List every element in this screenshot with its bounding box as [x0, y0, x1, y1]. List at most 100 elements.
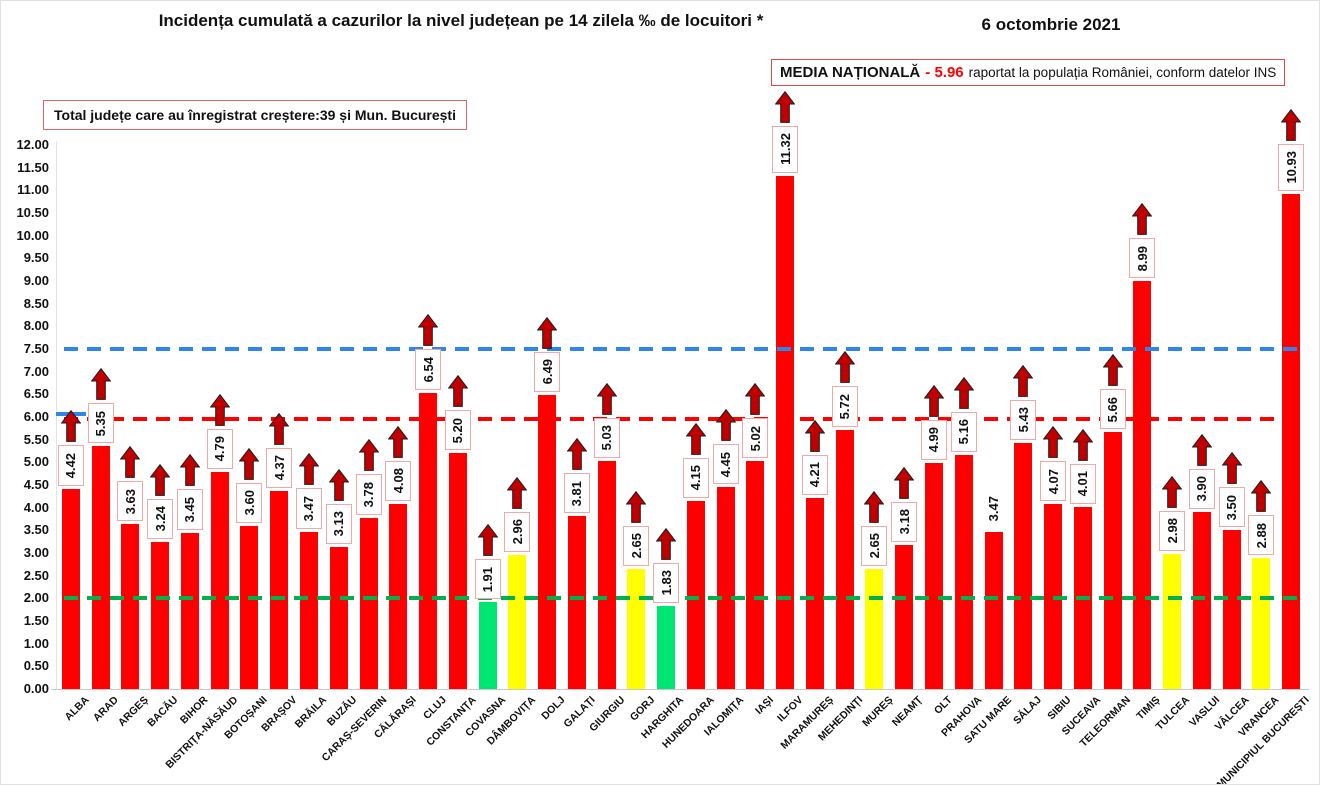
value-label: 5.72: [831, 386, 858, 427]
bar-gorj: [627, 568, 646, 689]
value-label: 4.45: [712, 444, 739, 485]
value-label: 5.35: [87, 403, 114, 444]
bar-vâlcea: [1222, 530, 1241, 689]
increase-arrow-icon: [804, 419, 826, 452]
bar-caraș-severin: [359, 517, 378, 689]
value-label: 8.99: [1129, 238, 1156, 279]
value-label: 2.88: [1248, 515, 1275, 556]
y-axis-tick-label: 11.00: [17, 182, 49, 198]
increase-arrow-icon: [1072, 428, 1094, 461]
increase-arrow-icon: [923, 384, 945, 417]
value-label: 5.02: [742, 418, 769, 459]
bar-argeș: [121, 524, 140, 689]
value-label-text: 3.45: [182, 496, 198, 523]
increase-arrow-icon: [1191, 433, 1213, 466]
value-label: 3.24: [147, 498, 174, 540]
value-label-text: 4.08: [390, 468, 406, 494]
bar-botoșani: [240, 525, 259, 689]
increase-arrow-icon: [744, 383, 766, 416]
y-axis-tick-label: 2.50: [23, 567, 49, 583]
y-axis-tick-label: 8.00: [23, 318, 49, 334]
value-label: 3.78: [355, 474, 382, 515]
value-label-text: 4.42: [63, 452, 79, 479]
bar-constanța: [448, 453, 467, 689]
value-label: 6.49: [534, 351, 561, 392]
value-label-text: 4.15: [688, 465, 704, 491]
bar-brăila: [299, 531, 318, 689]
bar-buzău: [329, 547, 348, 689]
bar-prahova: [954, 455, 973, 689]
value-label: 5.16: [950, 411, 977, 453]
increase-arrow-icon: [1102, 354, 1123, 387]
value-label-text: 3.78: [361, 481, 376, 508]
value-label-text: 1.91: [480, 566, 496, 592]
value-label: 5.20: [444, 410, 471, 451]
increase-arrow-icon: [506, 476, 528, 509]
value-label-text: 5.66: [1105, 396, 1121, 422]
value-label-text: 11.32: [777, 133, 793, 166]
bar-satu-mare: [984, 531, 1003, 689]
value-label: 3.47: [981, 488, 1007, 528]
value-label: 3.60: [236, 482, 263, 523]
increase-arrow-icon: [209, 393, 231, 426]
national-average-suffix: raportat la populația României, conform …: [968, 65, 1277, 80]
increase-arrow-icon: [90, 368, 112, 401]
increase-arrow-icon: [953, 376, 975, 409]
reference-line-7.5: [64, 347, 1306, 351]
increase-arrow-icon: [893, 466, 915, 499]
value-label: 3.13: [325, 503, 352, 545]
reference-line-2: [64, 596, 1306, 601]
value-label-text: 10.93: [1283, 150, 1299, 184]
increase-arrow-icon: [1221, 452, 1243, 485]
x-axis-label-text: BACĂU: [145, 694, 181, 730]
value-label-text: 2.88: [1253, 522, 1269, 548]
bar-neamț: [895, 544, 914, 689]
bar-dâmbovița: [508, 554, 527, 689]
increase-arrow-icon: [715, 408, 737, 441]
value-label-text: 5.16: [956, 419, 972, 445]
x-axis-label-text: NEAMȚ: [889, 694, 925, 729]
value-label-text: 3.47: [986, 495, 1001, 522]
value-label-text: 3.81: [569, 480, 585, 506]
x-axis-label-text: BRĂILA: [292, 694, 330, 731]
value-label-text: 4.21: [807, 462, 823, 488]
value-label: 2.98: [1159, 510, 1186, 551]
value-label: 4.42: [57, 445, 84, 486]
bar-galați: [567, 516, 586, 689]
value-label-text: 4.01: [1075, 471, 1091, 497]
bar-ialomița: [716, 487, 735, 689]
increase-arrow-icon: [596, 382, 618, 415]
value-label-text: 2.65: [628, 533, 644, 559]
value-label-text: 5.72: [837, 393, 853, 420]
value-label-text: 6.54: [420, 356, 436, 383]
value-label: 11.32: [772, 125, 799, 173]
bar-timiș: [1133, 281, 1152, 689]
x-axis-line: [51, 689, 1309, 690]
value-label: 4.08: [385, 460, 412, 502]
x-axis-label-text: OLT: [931, 694, 955, 717]
increase-arrow-icon: [60, 410, 82, 443]
increase-arrow-icon: [625, 490, 647, 523]
chart-title: Incidența cumulată a cazurilor la nivel …: [158, 11, 764, 30]
value-label: 4.99: [920, 419, 947, 460]
bar-giurgiu: [597, 460, 616, 689]
increase-arrow-icon: [447, 374, 469, 407]
value-label-text: 5.35: [93, 410, 109, 437]
bar-bihor: [180, 532, 199, 689]
bar-cluj: [419, 392, 438, 689]
bar-alba: [61, 488, 80, 689]
x-axis-label-text: SĂLAJ: [1010, 694, 1044, 727]
value-label-text: 3.18: [896, 509, 912, 535]
value-label-text: 4.99: [926, 427, 942, 453]
y-axis-tick-label: 11.50: [17, 159, 49, 175]
value-label: 4.21: [801, 454, 828, 496]
value-label: 4.15: [682, 457, 709, 498]
bar-iași: [746, 461, 765, 689]
increase-arrow-icon: [477, 524, 498, 557]
national-average-box: MEDIA NAȚIONALĂ - 5.96 raportat la popul…: [771, 59, 1286, 86]
value-label: 1.91: [474, 559, 501, 600]
bar-ilfov: [776, 175, 795, 689]
value-label-text: 3.90: [1194, 476, 1210, 502]
y-axis-tick-label: 10.50: [16, 205, 49, 220]
